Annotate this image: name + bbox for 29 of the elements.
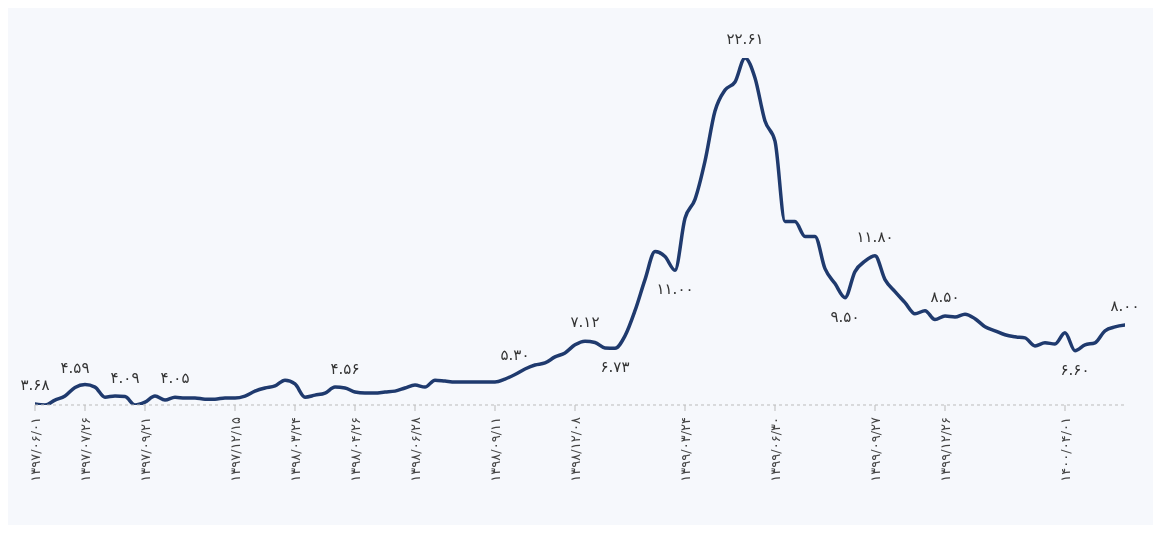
data-label: ۶.۷۳ xyxy=(600,358,630,377)
x-tick-label: ۱۳۹۸/۰۴/۲۶ xyxy=(347,417,363,482)
data-label: ۷.۱۲ xyxy=(570,313,600,332)
x-tick-label: ۱۳۹۸/۰۳/۲۴ xyxy=(287,416,303,482)
data-label: ۲۲.۶۱ xyxy=(726,30,764,48)
data-label: ۱۱.۰۰ xyxy=(656,280,694,299)
data-label: ۴.۵۹ xyxy=(60,359,90,378)
x-tick-label: ۱۳۹۷/۱۲/۱۵ xyxy=(227,416,243,482)
x-tick-label: ۱۴۰۰/۰۴/۰۱ xyxy=(1057,417,1073,482)
data-label: ۴.۵۶ xyxy=(330,360,360,378)
data-label: ۵.۳۰ xyxy=(500,346,530,365)
data-label: ۸.۰۰ xyxy=(1110,297,1140,316)
x-tick-label: ۱۳۹۹/۰۶/۳۰ xyxy=(767,417,783,482)
data-label: ۱۱.۸۰ xyxy=(856,227,894,246)
data-label: ۴.۰۹ xyxy=(110,368,140,387)
x-tick-label: ۱۳۹۷/۰۶/۰۱ xyxy=(27,417,43,482)
x-tick-label: ۱۳۹۸/۰۹/۱۱ xyxy=(487,417,503,482)
x-tick-label: ۱۳۹۸/۱۲/۰۸ xyxy=(567,416,583,482)
data-label: ۶.۶۰ xyxy=(1060,360,1090,379)
data-label: ۳.۶۸ xyxy=(20,376,50,395)
x-tick-label: ۱۳۹۹/۰۳/۲۴ xyxy=(677,416,693,482)
x-tick-label: ۱۳۹۹/۱۲/۲۶ xyxy=(937,417,953,482)
data-label: ۹.۵۰ xyxy=(830,307,860,326)
x-tick-label: ۱۳۹۹/۰۹/۲۷ xyxy=(867,416,883,482)
data-label: ۸.۵۰ xyxy=(930,287,960,306)
data-label: ۴.۰۵ xyxy=(160,369,190,388)
x-tick-label: ۱۳۹۷/۰۷/۲۶ xyxy=(77,417,93,482)
x-tick-label: ۱۳۹۸/۰۶/۲۸ xyxy=(407,416,423,482)
x-tick-label: ۱۳۹۷/۰۹/۲۱ xyxy=(137,417,153,482)
